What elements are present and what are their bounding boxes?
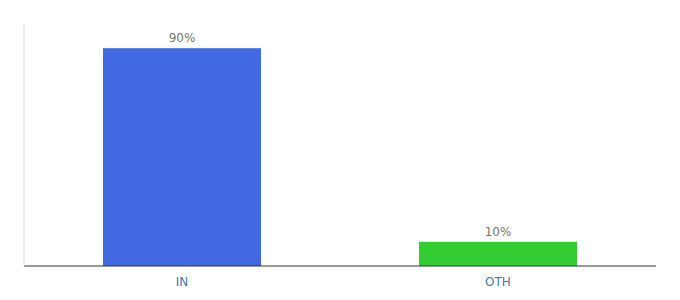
chart-container: 90% 10% IN OTH xyxy=(0,0,680,300)
plot-area xyxy=(103,48,577,266)
y-axis-line xyxy=(24,24,25,266)
chart-svg: 90% 10% IN OTH xyxy=(0,0,680,300)
data-label: 90% xyxy=(169,31,196,45)
x-tick-label: IN xyxy=(176,275,189,289)
x-tick-label: OTH xyxy=(485,275,511,289)
x-axis-line xyxy=(24,266,656,267)
bar xyxy=(419,242,577,266)
data-label: 10% xyxy=(485,225,512,239)
bar xyxy=(103,48,261,266)
